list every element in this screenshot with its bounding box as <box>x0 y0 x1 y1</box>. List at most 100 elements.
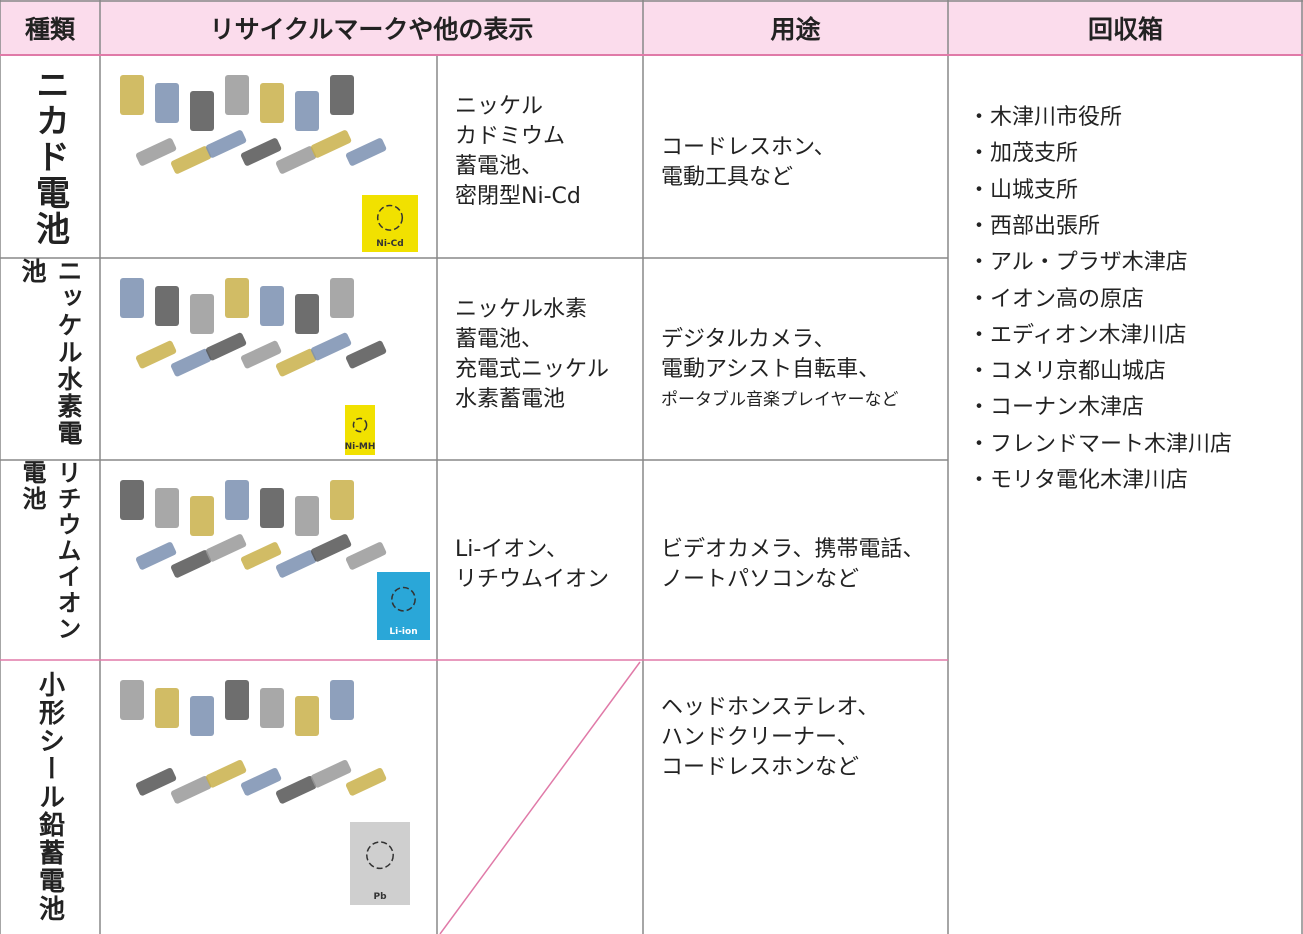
mark-text: ニッケル水素 <box>455 297 588 322</box>
collection-box: ・コーナン木津店 <box>968 395 1145 421</box>
battery-illustration <box>135 340 177 369</box>
battery-illustration <box>240 542 282 570</box>
battery-illustration <box>345 138 387 166</box>
use-text: デジタルカメラ、 <box>661 327 836 352</box>
mark-text: Li-イオン、 <box>455 537 568 562</box>
logo-label: Li-ion <box>389 627 417 637</box>
recycle-logo <box>377 572 430 640</box>
battery-illustration <box>330 75 354 115</box>
mark-text: カドミウム <box>455 124 566 149</box>
battery-illustration <box>170 775 212 804</box>
mark-text: 充電式ニッケル <box>455 357 610 382</box>
recycle-logo <box>362 195 418 252</box>
battery-illustration <box>170 348 212 377</box>
type-cell: リチウムイオン電池 <box>18 460 81 642</box>
battery-illustration <box>225 480 249 520</box>
use-text: ハンドクリーナー、 <box>661 725 859 750</box>
battery-illustration <box>330 480 354 520</box>
battery-illustration <box>205 759 247 788</box>
use-text: 電動アシスト自転車、 <box>661 357 881 382</box>
collection-box: ・山城支所 <box>968 177 1079 203</box>
battery-illustration <box>260 688 284 728</box>
battery-illustration <box>345 340 387 369</box>
battery-illustration <box>295 91 319 131</box>
use-text: ヘッドホンステレオ、 <box>661 695 880 720</box>
type-cell: ニッケル水素電池 <box>18 258 83 447</box>
header-cell: 回収箱 <box>1087 14 1163 44</box>
battery-illustration <box>240 340 282 369</box>
battery-illustration <box>330 680 354 720</box>
battery-illustration <box>155 688 179 728</box>
battery-illustration <box>225 75 249 115</box>
battery-illustration <box>205 130 247 158</box>
mark-text: 密閉型Ni-Cd <box>455 184 581 209</box>
battery-illustration <box>260 286 284 326</box>
use-text: ノートパソコンなど <box>661 567 860 592</box>
battery-illustration <box>190 496 214 536</box>
battery-illustration <box>135 138 177 166</box>
mark-text: 蓄電池、 <box>455 327 544 352</box>
header-cell: リサイクルマークや他の表示 <box>209 14 534 44</box>
type-cell: ニカド電池 <box>29 66 70 247</box>
mark-text: 水素蓄電池 <box>455 387 566 412</box>
use-text: ビデオカメラ、携帯電話、 <box>661 537 925 562</box>
battery-illustration <box>295 294 319 334</box>
battery-illustration <box>310 534 352 562</box>
header-bg <box>0 0 1303 55</box>
recycle-symbol <box>391 586 416 612</box>
battery-illustration <box>120 680 144 720</box>
battery-illustration <box>225 680 249 720</box>
battery-illustration <box>155 488 179 528</box>
battery-illustration <box>295 496 319 536</box>
collection-box: ・フレンドマート木津川店 <box>968 431 1233 457</box>
battery-illustration <box>240 138 282 166</box>
use-text: ポータブル音楽プレイヤーなど <box>661 390 899 410</box>
battery-illustration <box>135 767 177 796</box>
recycle-symbol <box>366 841 394 870</box>
logo-label: Ni-MH <box>345 442 376 452</box>
recycle-symbol <box>352 417 368 433</box>
collection-box: ・木津川市役所 <box>968 105 1123 130</box>
battery-illustration <box>155 286 179 326</box>
header-cell: 種類 <box>24 14 75 44</box>
collection-box: ・コメリ京都山城店 <box>968 359 1167 385</box>
battery-illustration <box>120 75 144 115</box>
collection-box: ・エディオン木津川店 <box>968 322 1187 348</box>
collection-box: ・加茂支所 <box>968 141 1079 167</box>
battery-illustration <box>190 696 214 736</box>
recycle-logo <box>350 822 410 905</box>
battery-illustration <box>310 130 352 158</box>
battery-illustration <box>295 696 319 736</box>
grid-line <box>439 661 641 934</box>
collection-box: ・イオン高の原店 <box>968 286 1145 312</box>
battery-illustration <box>310 759 352 788</box>
battery-illustration <box>135 542 177 570</box>
mark-text: ニッケル <box>455 94 544 119</box>
type-cell: 小形シール鉛蓄電池 <box>34 671 65 923</box>
battery-illustration <box>170 146 212 174</box>
recycle-logo <box>345 405 375 455</box>
logo-label: Ni-Cd <box>376 239 403 249</box>
battery-illustration <box>345 767 387 796</box>
use-text: コードレスホン、 <box>661 135 836 160</box>
battery-illustration <box>155 83 179 123</box>
battery-illustration <box>275 348 317 377</box>
mark-text: リチウムイオン <box>455 567 610 592</box>
mark-text: 蓄電池、 <box>455 154 544 179</box>
battery-illustration <box>345 542 387 570</box>
battery-illustration <box>310 332 352 361</box>
recycle-symbol <box>376 204 404 231</box>
collection-box: ・西部出張所 <box>968 213 1101 239</box>
battery-illustration <box>330 278 354 318</box>
battery-illustration <box>170 550 212 578</box>
battery-illustration <box>205 332 247 361</box>
battery-illustration <box>275 550 317 578</box>
use-text: 電動工具など <box>661 165 794 190</box>
header-cell: 用途 <box>770 14 821 44</box>
collection-box: ・モリタ電化木津川店 <box>968 468 1189 493</box>
battery-illustration <box>225 278 249 318</box>
battery-illustration <box>120 278 144 318</box>
battery-illustration <box>190 294 214 334</box>
